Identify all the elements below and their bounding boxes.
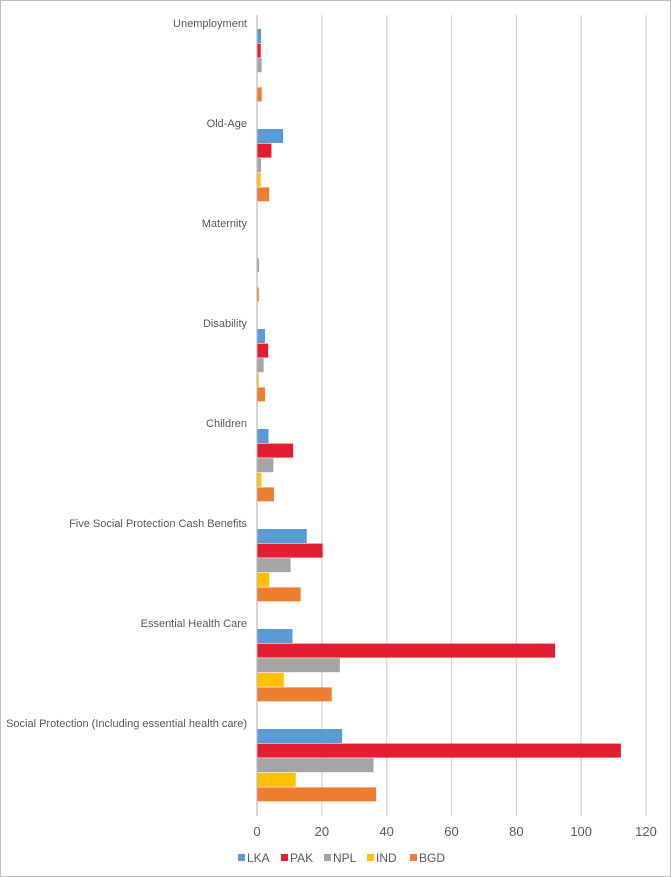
bar-bgd xyxy=(257,187,270,202)
bar-lka xyxy=(257,429,269,443)
x-tick-label: 100 xyxy=(570,824,592,839)
category-label: Five Social Protection Cash Benefits xyxy=(69,518,247,530)
bar-ind xyxy=(257,372,259,387)
category-label: Children xyxy=(206,418,247,430)
legend-label-lka: LKA xyxy=(247,851,270,865)
bar-pak xyxy=(257,543,323,558)
category-label: Old-Age xyxy=(207,118,247,130)
x-tick-label: 120 xyxy=(635,824,657,839)
bar-pak xyxy=(257,443,294,458)
bar-npl xyxy=(257,458,274,473)
bar-pak xyxy=(257,343,269,358)
x-tick-label: 80 xyxy=(509,824,523,839)
legend-swatch-pak xyxy=(281,854,288,861)
bar-lka xyxy=(257,329,265,343)
category-label: Unemployment xyxy=(173,18,247,30)
bar-bgd xyxy=(257,787,377,802)
bar-npl xyxy=(257,758,374,773)
category-label: Social Protection (Including essential h… xyxy=(6,718,247,730)
bar-pak xyxy=(257,143,272,158)
bar-npl xyxy=(257,558,291,573)
bar-ind xyxy=(257,672,284,687)
bar-npl xyxy=(257,258,260,273)
bar-ind xyxy=(257,572,270,587)
bar-ind xyxy=(257,472,262,487)
bar-bgd xyxy=(257,287,259,302)
bar-pak xyxy=(257,743,621,758)
legend-label-bgd: BGD xyxy=(419,851,445,865)
x-tick-label: 60 xyxy=(444,824,458,839)
bar-bgd xyxy=(257,87,262,102)
bar-bgd xyxy=(257,487,275,502)
bar-lka xyxy=(257,529,307,543)
bar-pak xyxy=(257,43,261,58)
bar-npl xyxy=(257,358,264,373)
bar-bgd xyxy=(257,587,301,602)
bar-npl xyxy=(257,658,340,673)
bar-pak xyxy=(257,643,556,658)
legend-label-ind: IND xyxy=(376,851,397,865)
x-tick-label: 0 xyxy=(253,824,260,839)
bar-npl xyxy=(257,58,262,73)
bar-ind xyxy=(257,772,296,787)
x-tick-label: 20 xyxy=(315,824,329,839)
category-label: Essential Health Care xyxy=(141,618,247,630)
legend-label-npl: NPL xyxy=(333,851,357,865)
bar-npl xyxy=(257,158,262,173)
category-label: Disability xyxy=(203,318,248,330)
bar-lka xyxy=(257,129,284,143)
bar-bgd xyxy=(257,687,332,702)
category-label: Maternity xyxy=(202,218,248,230)
legend-swatch-lka xyxy=(238,854,245,861)
bar-lka xyxy=(257,29,262,43)
legend-swatch-bgd xyxy=(410,854,417,861)
bar-lka xyxy=(257,629,293,643)
legend-swatch-ind xyxy=(367,854,374,861)
x-tick-label: 40 xyxy=(379,824,393,839)
legend-label-pak: PAK xyxy=(290,851,313,865)
bar-lka xyxy=(257,729,343,743)
bar-ind xyxy=(257,172,261,187)
legend-swatch-npl xyxy=(324,854,331,861)
bar-bgd xyxy=(257,387,265,402)
